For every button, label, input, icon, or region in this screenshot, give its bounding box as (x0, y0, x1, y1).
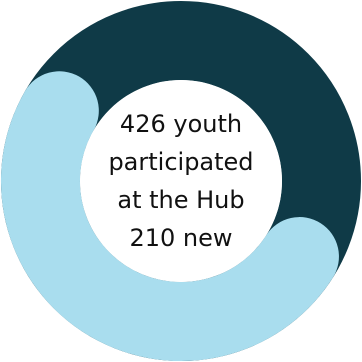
center-text-line-4: 210 new (129, 224, 233, 252)
center-label: 426 youth participated at the Hub 210 ne… (81, 81, 281, 281)
center-text-line-2: participated (108, 148, 254, 176)
donut-hole (80, 80, 282, 282)
center-text-line-3: at the Hub (117, 186, 245, 214)
donut-segment-new (1, 71, 339, 361)
center-text-line-1: 426 youth (119, 110, 243, 138)
